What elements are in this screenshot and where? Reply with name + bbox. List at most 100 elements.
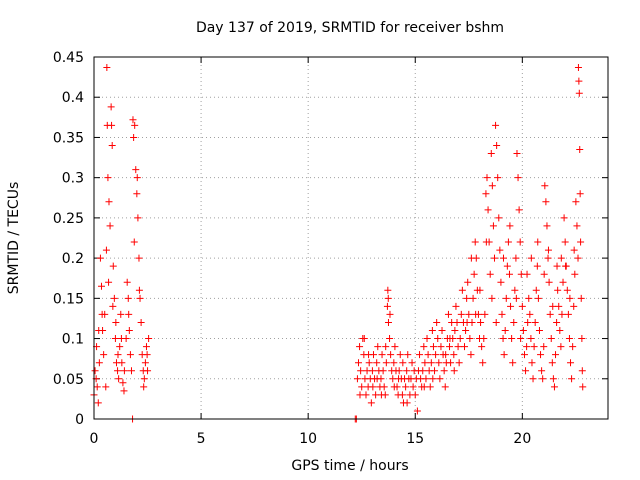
data-point xyxy=(523,270,531,278)
data-point xyxy=(557,343,565,351)
data-point xyxy=(427,359,435,367)
x-tick-labels: 0 5 10 15 20 xyxy=(90,431,532,447)
data-point xyxy=(503,262,511,270)
data-point xyxy=(492,121,500,129)
data-point xyxy=(367,399,375,407)
data-point xyxy=(431,367,439,375)
data-point xyxy=(578,335,586,343)
data-point xyxy=(564,310,572,318)
data-point xyxy=(570,302,578,310)
data-point xyxy=(374,343,382,351)
data-point xyxy=(130,133,138,141)
data-point xyxy=(435,359,443,367)
y-tick-label: 0 xyxy=(75,412,84,428)
data-point xyxy=(100,351,108,359)
data-point xyxy=(116,343,124,351)
data-point xyxy=(530,343,538,351)
x-tick-label: 0 xyxy=(90,431,99,447)
data-point xyxy=(98,310,106,318)
data-point xyxy=(522,367,530,375)
data-point xyxy=(356,391,364,399)
data-point xyxy=(543,222,551,230)
data-point xyxy=(143,351,151,359)
data-point xyxy=(481,310,489,318)
data-point xyxy=(571,270,579,278)
data-point xyxy=(432,351,440,359)
data-point xyxy=(507,302,515,310)
data-point xyxy=(487,150,495,158)
data-point xyxy=(125,327,133,335)
data-point xyxy=(384,286,392,294)
data-point xyxy=(558,310,566,318)
data-point xyxy=(557,254,565,262)
data-point xyxy=(395,367,403,375)
data-point xyxy=(442,351,450,359)
data-point xyxy=(488,294,496,302)
data-point xyxy=(554,286,562,294)
data-point xyxy=(106,222,114,230)
data-point xyxy=(399,359,407,367)
data-point xyxy=(142,343,150,351)
data-point xyxy=(369,383,377,391)
data-point xyxy=(383,302,391,310)
data-point xyxy=(135,254,143,262)
data-point xyxy=(547,335,555,343)
data-point xyxy=(114,367,122,375)
data-point xyxy=(446,343,454,351)
data-point xyxy=(511,286,519,294)
y-tick-label: 0.25 xyxy=(53,211,84,227)
data-point xyxy=(118,359,126,367)
data-point xyxy=(109,262,117,270)
data-point xyxy=(110,294,118,302)
data-point xyxy=(382,359,390,367)
data-point xyxy=(423,335,431,343)
data-point xyxy=(402,383,410,391)
data-point xyxy=(512,254,520,262)
data-point xyxy=(390,383,398,391)
data-point xyxy=(520,351,528,359)
data-point xyxy=(382,343,390,351)
data-point xyxy=(565,335,573,343)
data-point xyxy=(533,262,541,270)
data-point xyxy=(499,335,507,343)
data-point xyxy=(403,367,411,375)
data-point xyxy=(447,359,455,367)
data-point xyxy=(380,383,388,391)
data-point xyxy=(534,238,542,246)
x-axis-label: GPS time / hours xyxy=(291,458,408,474)
data-point xyxy=(461,343,469,351)
data-point xyxy=(574,63,582,71)
data-point xyxy=(516,238,524,246)
data-point xyxy=(120,367,128,375)
data-points xyxy=(90,63,587,423)
data-point xyxy=(576,190,584,198)
data-point xyxy=(403,399,411,407)
data-point xyxy=(103,63,111,71)
data-point xyxy=(458,286,466,294)
data-point xyxy=(133,174,141,182)
data-point xyxy=(354,359,362,367)
axis-ticks xyxy=(93,56,608,420)
data-point xyxy=(404,351,412,359)
data-point xyxy=(396,351,404,359)
data-point xyxy=(466,335,474,343)
x-tick-label: 15 xyxy=(406,431,424,447)
data-point xyxy=(424,351,432,359)
data-point xyxy=(483,174,491,182)
data-point xyxy=(519,327,527,335)
data-point xyxy=(494,174,502,182)
data-point xyxy=(95,327,103,335)
data-point xyxy=(132,166,140,174)
data-point xyxy=(573,222,581,230)
data-point xyxy=(544,254,552,262)
data-point xyxy=(501,327,509,335)
data-point xyxy=(456,335,464,343)
data-point xyxy=(97,282,105,290)
data-point xyxy=(534,294,542,302)
data-point xyxy=(440,367,448,375)
data-point xyxy=(134,214,142,222)
data-point xyxy=(527,254,535,262)
data-point xyxy=(545,278,553,286)
data-point xyxy=(386,310,394,318)
data-point xyxy=(356,343,364,351)
